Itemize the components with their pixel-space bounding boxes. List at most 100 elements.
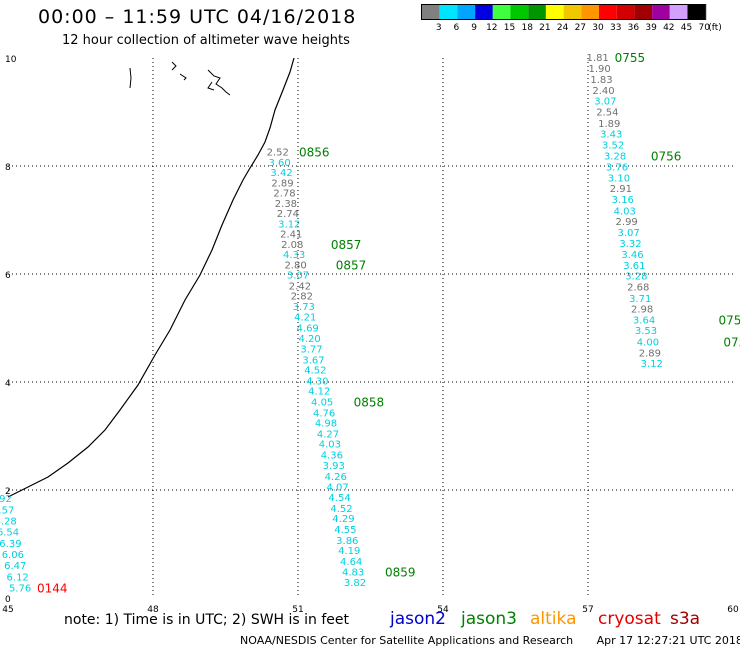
pass-time-label: 0757 bbox=[719, 313, 740, 327]
pass-time-label: 0858 bbox=[354, 396, 385, 410]
credit-text: NOAA/NESDIS Center for Satellite Applica… bbox=[240, 634, 574, 647]
color-scale-label: 27 bbox=[575, 23, 586, 33]
color-scale-swatch bbox=[634, 5, 653, 19]
wave-height-value: 6.39 bbox=[0, 539, 22, 550]
satellite-label: jason3 bbox=[461, 609, 517, 629]
wave-height-value: 4.52 bbox=[330, 504, 352, 515]
wave-height-value: 2.91 bbox=[610, 184, 632, 195]
wave-height-value: 2.08 bbox=[281, 240, 303, 251]
wave-height-value: 2.80 bbox=[284, 260, 306, 271]
wave-height-value: 2.89 bbox=[271, 178, 293, 189]
wave-height-value: 4.07 bbox=[327, 482, 349, 493]
x-tick-label: 60 bbox=[727, 605, 739, 615]
wave-height-value: 4.83 bbox=[342, 568, 364, 579]
wave-height-value: 6.06 bbox=[2, 550, 24, 561]
wave-height-value: 4.98 bbox=[315, 419, 337, 430]
color-scale-label: 18 bbox=[521, 23, 533, 33]
x-tick-label: 51 bbox=[292, 605, 303, 615]
wave-height-value: 6.57 bbox=[0, 506, 14, 517]
wave-height-value: 2.38 bbox=[275, 199, 297, 210]
coastline-path bbox=[7, 57, 295, 498]
wave-height-value: 1.89 bbox=[598, 119, 620, 130]
wave-height-value: 4.00 bbox=[637, 338, 659, 349]
wave-height-value: 3.12 bbox=[641, 359, 663, 370]
wave-height-value: 3.28 bbox=[625, 272, 647, 283]
wave-height-value: 2.99 bbox=[616, 217, 638, 228]
wave-height-value: 3.86 bbox=[336, 536, 358, 547]
wave-height-value: 2.82 bbox=[291, 292, 313, 303]
wave-height-value: 2.98 bbox=[631, 305, 653, 316]
pass-time-label: 0857 bbox=[331, 238, 362, 252]
wave-height-value: 3.82 bbox=[344, 578, 366, 589]
wave-height-value: 3.67 bbox=[302, 355, 324, 366]
wave-height-value: 3.07 bbox=[287, 271, 309, 282]
pass-time-label: 0857 bbox=[336, 258, 367, 272]
color-scale-swatch bbox=[510, 5, 529, 19]
wave-height-value: 2.52 bbox=[267, 148, 289, 159]
color-scale-swatch bbox=[422, 5, 440, 19]
wave-height-value: 1.83 bbox=[590, 75, 612, 86]
wave-height-value: 3.71 bbox=[629, 294, 651, 305]
wave-height-value: 2.74 bbox=[277, 209, 299, 220]
wave-height-value: 3.64 bbox=[633, 315, 655, 326]
wave-height-value: 6.28 bbox=[0, 516, 17, 527]
wave-height-value: 4.03 bbox=[319, 440, 341, 451]
color-scale-swatch bbox=[457, 5, 476, 19]
wave-height-value: 4.27 bbox=[317, 429, 339, 440]
x-tick-label: 54 bbox=[437, 605, 449, 615]
wave-height-value: 4.33 bbox=[283, 250, 305, 261]
wave-height-value: 4.64 bbox=[340, 557, 362, 568]
wave-height-value: 4.36 bbox=[321, 450, 343, 461]
wave-height-value: 4.30 bbox=[306, 376, 328, 387]
x-tick-label: 48 bbox=[147, 605, 159, 615]
color-scale-swatch bbox=[528, 5, 546, 19]
color-scale-label: 6 bbox=[454, 23, 460, 33]
x-tick-label: 45 bbox=[2, 605, 13, 615]
x-tick-label: 57 bbox=[582, 605, 593, 615]
map-title: 00:00 – 11:59 UTC 04/16/2018 bbox=[38, 6, 357, 28]
wave-height-value: 3.46 bbox=[621, 250, 643, 261]
map-grid: 45 48 51 54 57 60 0 2 4 6 8 10 bbox=[2, 55, 739, 615]
wave-height-value: 3.16 bbox=[612, 195, 634, 206]
wave-height-value: 1.81 bbox=[587, 53, 609, 64]
pass-time-label: 0757 bbox=[723, 336, 740, 350]
color-scale-swatch bbox=[652, 5, 670, 19]
wave-height-value: 6.54 bbox=[0, 528, 19, 539]
wave-height-value: 4.76 bbox=[313, 408, 335, 419]
wave-height-value: 4.21 bbox=[294, 313, 316, 324]
color-scale-swatch bbox=[545, 5, 564, 19]
wave-height-value: 3.07 bbox=[617, 228, 639, 239]
wave-height-value: 2.40 bbox=[592, 86, 614, 97]
wave-height-value: 2.78 bbox=[273, 189, 295, 200]
altimeter-track: 2.523.603.422.892.782.382.743.122.412.08… bbox=[267, 146, 416, 589]
wave-height-value: 4.52 bbox=[304, 366, 326, 377]
wave-height-value: 3.53 bbox=[635, 326, 657, 337]
y-tick-label: 6 bbox=[5, 271, 11, 281]
wave-height-value: 3.93 bbox=[323, 461, 345, 472]
color-scale-label: 39 bbox=[645, 23, 657, 33]
wave-height-value: 2.68 bbox=[627, 283, 649, 294]
satellite-label: cryosat bbox=[598, 609, 661, 629]
y-tick-label: 0 bbox=[5, 595, 11, 605]
wave-height-value: 3.77 bbox=[300, 345, 322, 356]
color-scale-unit: (ft) bbox=[708, 23, 722, 33]
wave-height-value: 6.12 bbox=[7, 572, 29, 583]
color-scale-label: 33 bbox=[610, 23, 621, 33]
pass-time-label: 0856 bbox=[299, 146, 330, 160]
wave-height-value: 2.41 bbox=[280, 230, 302, 241]
map-subtitle: 12 hour collection of altimeter wave hei… bbox=[62, 33, 350, 48]
color-scale-label: 36 bbox=[628, 23, 640, 33]
island-path bbox=[207, 69, 231, 96]
footer-note: note: 1) Time is in UTC; 2) SWH is in fe… bbox=[64, 612, 350, 628]
credit-timestamp: Apr 17 12:27:21 UTC 2018 bbox=[596, 634, 740, 647]
wave-height-value: 3.32 bbox=[619, 239, 641, 250]
color-scale-legend: 3 6 9 12 15 18 21 24 27 30 33 36 39 42 45 70(ft) bbox=[421, 4, 722, 33]
color-scale-frame bbox=[421, 4, 707, 20]
y-tick-label: 4 bbox=[5, 379, 11, 389]
color-scale-swatch bbox=[475, 5, 493, 19]
pass-time-label: 0755 bbox=[615, 51, 646, 65]
satellite-label: altika bbox=[530, 609, 577, 629]
color-scale-label: 70 bbox=[698, 23, 710, 33]
wave-height-value: 3.28 bbox=[604, 151, 626, 162]
satellite-label: s3a bbox=[670, 609, 701, 629]
